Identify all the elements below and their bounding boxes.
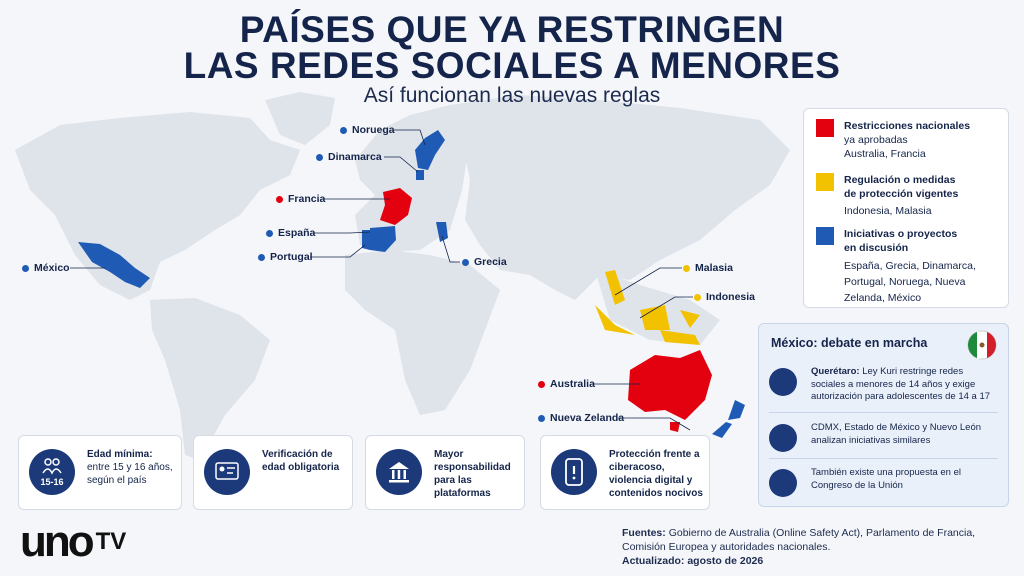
map-label: Dinamarca bbox=[316, 151, 382, 163]
feature-text: entre 15 y 16 años, según el país bbox=[87, 462, 173, 486]
country-shape bbox=[712, 400, 745, 438]
legend-swatch bbox=[816, 173, 834, 191]
label-dot bbox=[316, 153, 323, 161]
icon-label: 15-16 bbox=[40, 477, 64, 487]
map-label: Grecia bbox=[462, 256, 507, 268]
logo-tv: TV bbox=[95, 528, 127, 555]
country-shape bbox=[436, 222, 448, 242]
feature-title: Edad mínima: bbox=[87, 449, 153, 460]
country-shape bbox=[415, 130, 445, 170]
label-dot bbox=[258, 253, 265, 261]
map-label: Nueva Zelanda bbox=[538, 412, 624, 424]
legend-desc: ya aprobadas bbox=[844, 134, 908, 146]
flag-icon bbox=[967, 330, 997, 360]
legend-countries: Australia, Francia bbox=[844, 148, 926, 160]
map-label: Portugal bbox=[258, 251, 313, 263]
map-label: Francia bbox=[276, 193, 325, 205]
item-text: CDMX, Estado de México y Nuevo León anal… bbox=[811, 422, 982, 446]
item-text: Ley Kuri restringe redes sociales a meno… bbox=[811, 366, 991, 402]
label-dot bbox=[276, 195, 283, 203]
country-shape bbox=[416, 170, 424, 180]
sources: Gobierno de Australia (Online Safety Act… bbox=[622, 527, 976, 553]
country-shape bbox=[370, 226, 396, 252]
item-label: Querétaro: bbox=[811, 366, 860, 377]
map-label: Noruega bbox=[340, 124, 395, 136]
logo-text: uno bbox=[20, 517, 95, 566]
country-shape bbox=[380, 188, 412, 225]
country-shape bbox=[628, 350, 712, 420]
legend-title: Regulación o medidas de protección vigen… bbox=[844, 174, 959, 200]
footer: Fuentes: Gobierno de Australia (Online S… bbox=[622, 526, 1017, 568]
legend-countries: Indonesia, Malasia bbox=[844, 205, 932, 217]
label-dot bbox=[683, 264, 690, 272]
brand-logo: uno TV bbox=[20, 517, 127, 566]
map-label: Australia bbox=[538, 378, 595, 390]
feature-title: Protección frente a ciberacoso, violenci… bbox=[609, 449, 703, 499]
label-dot bbox=[694, 293, 701, 301]
country-shape bbox=[670, 422, 680, 432]
updated: agosto de 2026 bbox=[687, 555, 764, 567]
label-dot bbox=[538, 380, 545, 388]
feature-title: Mayor responsabilidad para las plataform… bbox=[434, 449, 511, 499]
country-shape bbox=[362, 230, 370, 250]
map-label: España bbox=[266, 227, 315, 239]
country-shape bbox=[595, 305, 700, 345]
item-text: También existe una propuesta en el Congr… bbox=[811, 467, 961, 491]
mexico-panel: México: debate en marcha Querétaro: Ley … bbox=[758, 323, 1009, 507]
legend-countries: España, Grecia, Dinamarca, Portugal, Nor… bbox=[844, 260, 976, 304]
label-dot bbox=[340, 126, 347, 134]
map-label: Indonesia bbox=[694, 291, 755, 303]
legend-swatch bbox=[816, 119, 834, 137]
legend-title: Restricciones nacionales bbox=[844, 120, 971, 132]
label-dot bbox=[266, 229, 273, 237]
updated-label: Actualizado: bbox=[622, 555, 685, 567]
feature-title: Verificación de edad obligatoria bbox=[262, 449, 340, 473]
title: PAÍSES QUE YA RESTRINGEN bbox=[239, 9, 785, 50]
subtitle: Así funcionan las nuevas reglas bbox=[363, 84, 661, 107]
country-shape bbox=[605, 270, 625, 305]
legend-swatch bbox=[816, 227, 834, 245]
map-label: México bbox=[22, 262, 70, 274]
label-dot bbox=[462, 258, 469, 266]
feature-card: Verificación de edad obligatoria bbox=[193, 435, 353, 510]
feature-card: 15-16 Edad mínima: entre 15 y 16 años, se… bbox=[18, 435, 182, 510]
world-map bbox=[15, 92, 790, 460]
title: LAS REDES SOCIALES A MENORES bbox=[183, 45, 841, 86]
leader-lines bbox=[70, 129, 693, 431]
highlighted-countries bbox=[78, 130, 745, 438]
label-dot bbox=[22, 264, 29, 272]
sources-label: Fuentes: bbox=[622, 527, 666, 539]
feature-card: Protección frente a ciberacoso, violenci… bbox=[540, 435, 710, 510]
feature-card: Mayor responsabilidad para las plataform… bbox=[365, 435, 525, 510]
country-shape bbox=[78, 242, 150, 288]
legend: Restricciones nacionales ya aprobadas Aust… bbox=[803, 108, 1009, 308]
panel-title: México: debate en marcha bbox=[771, 336, 928, 350]
label-dot bbox=[538, 414, 545, 422]
map-label: Malasia bbox=[683, 262, 733, 274]
legend-title: Iniciativas o proyectos en discusión bbox=[844, 228, 958, 254]
